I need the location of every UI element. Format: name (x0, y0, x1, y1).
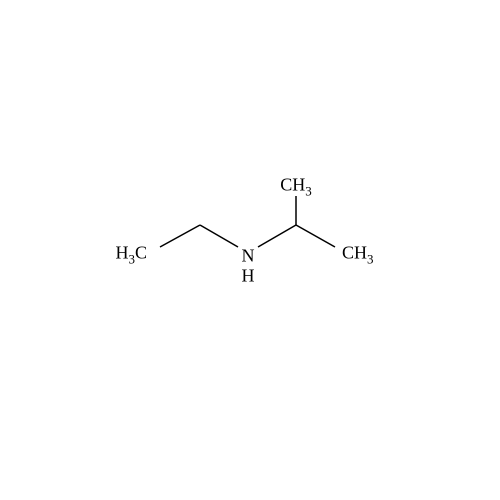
atom-label-c1: H3C (115, 243, 147, 268)
bond (160, 225, 200, 247)
bond (200, 225, 238, 247)
bond (258, 225, 296, 247)
atom-label-c5: CH3 (342, 243, 374, 268)
atom-label-c4: CH3 (280, 175, 312, 200)
atom-label-nh: H (242, 266, 255, 287)
bond (296, 225, 335, 247)
atom-label-n: N (242, 246, 255, 267)
